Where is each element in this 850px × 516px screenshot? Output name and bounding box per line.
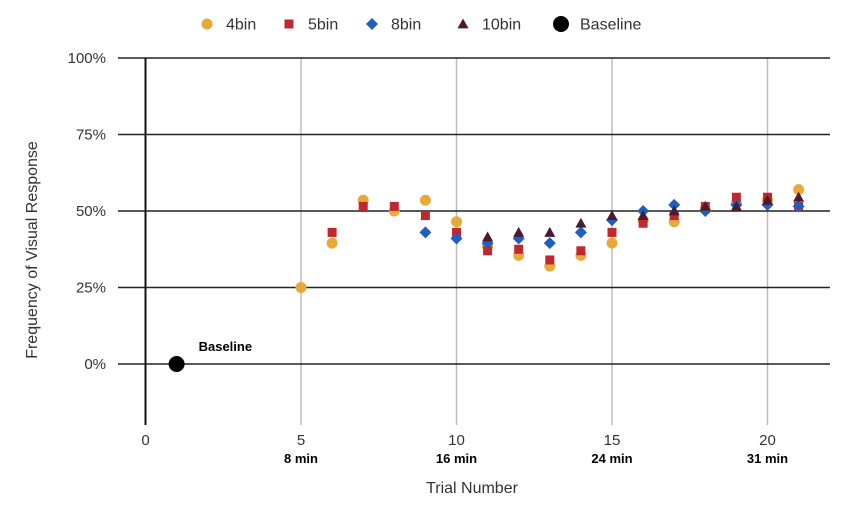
legend-label: 8bin [391,17,421,34]
legend-label: 10bin [482,17,521,34]
point-5bin [327,227,337,237]
annotations: Baseline [199,339,252,354]
x-tick-label: 15 [604,432,621,449]
point-8bin [450,232,463,245]
point-10bin [699,200,711,211]
point-8bin [574,226,587,239]
point-4bin [326,237,338,249]
legend-marker-10bin [457,18,469,29]
x-tick-time-label: 8 min [284,451,318,466]
point-8bin [543,237,556,250]
point-5bin [731,192,741,202]
series-baseline [168,356,185,372]
point-5bin [607,227,617,237]
x-tick-label: 10 [448,432,465,449]
legend-label: Baseline [580,17,641,34]
y-tick-label: 0% [84,356,106,373]
point-5bin [514,244,524,254]
point-5bin [389,201,399,211]
point-5bin [638,218,648,228]
y-tick-label: 100% [68,50,106,67]
legend-item-8bin: 8bin [366,17,421,34]
baseline-annotation: Baseline [199,339,252,354]
point-4bin [295,282,307,293]
x-tick-time-label: 31 min [747,451,788,466]
legend-marker-4bin [201,18,213,30]
point-5bin [483,246,493,256]
legend-marker-5bin [284,19,294,29]
point-10bin [482,231,494,242]
point-4bin [419,194,431,206]
point-10bin [575,217,587,228]
point-4bin [793,184,805,196]
tick-labels: 0 5 8 min 10 16 min 15 24 min 20 31 min 0% 25% 50% 7… [68,50,789,466]
legend-marker-8bin [366,18,378,30]
point-5bin [420,211,430,221]
point-10bin [762,194,773,205]
legend-item-5bin: 5bin [284,17,338,34]
point-8bin [792,200,805,213]
point-10bin [544,226,556,237]
series-10bin [482,191,805,242]
y-tick-label: 50% [76,203,106,220]
point-5bin [545,255,555,265]
legend-label: 5bin [308,17,338,34]
legend-item-4bin: 4bin [201,17,256,34]
x-tick-label: 5 [297,432,305,449]
point-5bin [358,201,368,211]
legend-item-baseline: Baseline [553,16,641,34]
point-10bin [730,200,742,211]
y-tick-label: 75% [76,127,106,144]
point-5bin [576,246,586,256]
point-5bin [452,227,461,237]
legend: 4bin 5bin 8bin 10bin Baseline [201,16,641,34]
point-10bin [606,210,618,220]
legend-label: 4bin [226,17,256,34]
point-10bin [637,210,649,220]
point-8bin [668,198,681,211]
x-tick-label: 0 [141,432,149,449]
y-axis-title: Frequency of Visual Response [24,141,41,359]
x-tick-label: 20 [759,432,776,449]
legend-item-10bin: 10bin [457,17,521,34]
data-points [168,184,805,372]
point-baseline [168,356,185,372]
grid [118,57,830,425]
point-8bin [419,226,432,239]
point-10bin [668,205,680,216]
point-4bin [451,216,462,228]
x-tick-time-label: 16 min [436,451,477,466]
x-axis-title: Trial Number [426,480,519,497]
y-tick-label: 25% [76,280,106,297]
legend-marker-baseline [553,16,569,32]
x-tick-time-label: 24 min [591,451,632,466]
point-10bin [793,191,805,202]
point-5bin [669,211,679,221]
point-4bin [606,237,618,249]
point-10bin [513,226,525,237]
